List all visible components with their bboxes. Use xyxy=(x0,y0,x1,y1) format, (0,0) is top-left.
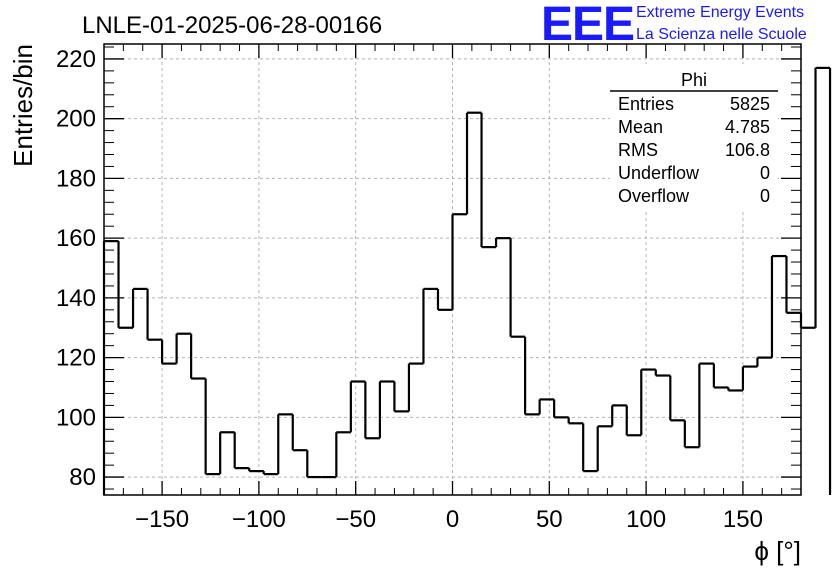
stats-row-value: 0 xyxy=(760,163,770,183)
stats-box: Phi Entries 5825 Mean 4.785 RMS 106.8 Underflo… xyxy=(610,64,778,210)
y-tick-label: 80 xyxy=(69,464,96,491)
stats-row-label: Entries xyxy=(618,94,674,114)
x-tick-label: 100 xyxy=(626,506,666,533)
stats-box-name: Phi xyxy=(681,70,707,90)
stats-box-background xyxy=(610,64,778,210)
x-tick-label: 0 xyxy=(446,506,459,533)
stats-row-value: 5825 xyxy=(730,94,770,114)
x-tick-label: 50 xyxy=(536,506,563,533)
chart-title: LNLE-01-2025-06-28-00166 xyxy=(82,12,382,39)
y-tick-label: 220 xyxy=(56,46,96,73)
stats-row-value: 0 xyxy=(760,186,770,206)
x-tick-label: 150 xyxy=(723,506,763,533)
axis-ticks xyxy=(104,44,801,495)
logo-eee-text: EEE xyxy=(541,0,634,51)
eee-logo: EEE Extreme Energy Events La Scienza nel… xyxy=(541,0,807,51)
x-tick-labels: −150 −100 −50 0 50 100 150 xyxy=(135,506,763,533)
y-tick-label: 160 xyxy=(56,225,96,252)
stats-row-label: Overflow xyxy=(618,186,690,206)
x-tick-label: −150 xyxy=(135,506,189,533)
y-tick-label: 180 xyxy=(56,165,96,192)
plot-frame xyxy=(103,43,802,496)
y-tick-labels: 80 100 120 140 160 180 200 220 xyxy=(56,46,96,491)
x-tick-label: −100 xyxy=(232,506,286,533)
logo-line-2: La Scienza nelle Scuole xyxy=(636,26,807,43)
stats-row-label: Underflow xyxy=(618,163,700,183)
stats-row-value: 106.8 xyxy=(725,140,770,160)
y-tick-label: 100 xyxy=(56,404,96,431)
x-axis-title: ϕ [°] xyxy=(754,536,801,566)
y-axis-title: Entries/bin xyxy=(8,44,38,167)
logo-line-1: Extreme Energy Events xyxy=(636,4,804,21)
y-tick-label: 120 xyxy=(56,345,96,372)
y-tick-label: 200 xyxy=(56,106,96,133)
stats-row-label: Mean xyxy=(618,117,663,137)
stats-rows: Entries 5825 Mean 4.785 RMS 106.8 Underflow 0 Ov… xyxy=(618,94,770,206)
y-tick-label: 140 xyxy=(56,285,96,312)
stats-row-label: RMS xyxy=(618,140,658,160)
stats-row-value: 4.785 xyxy=(725,117,770,137)
x-tick-label: −50 xyxy=(335,506,376,533)
